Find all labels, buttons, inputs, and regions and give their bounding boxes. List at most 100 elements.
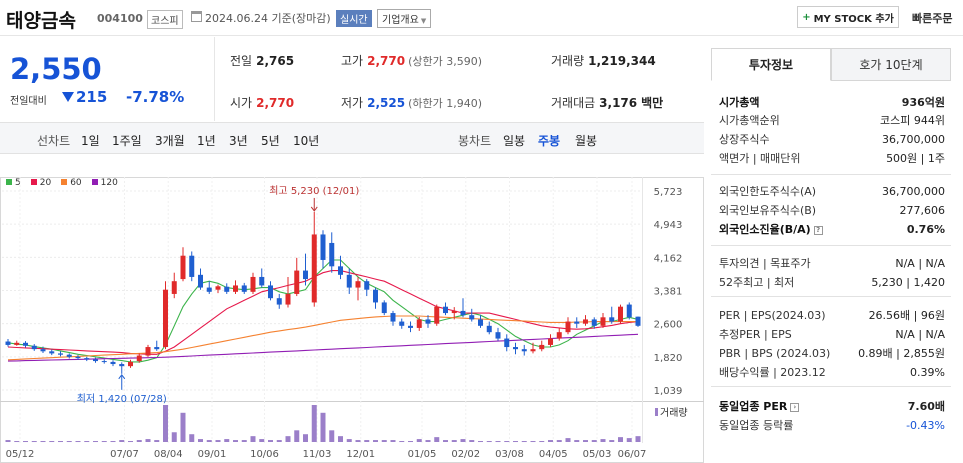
info-label: 배당수익률 | 2023.12 (719, 366, 826, 379)
high-annotation: 최고 5,230 (12/01) (269, 185, 359, 197)
candle-body (486, 325, 492, 333)
candle-body (110, 361, 116, 365)
period-1w[interactable]: 1주일 (112, 134, 142, 148)
info-label: 52주최고 | 최저 (719, 276, 795, 289)
candle-body (40, 349, 46, 352)
volume-bar (84, 441, 90, 443)
help-icon[interactable]: ? (813, 226, 823, 235)
volume-bar (425, 440, 431, 442)
volume-bar (574, 440, 580, 442)
info-row: 시가총액 936억원 (719, 93, 945, 111)
candle-body (565, 321, 571, 333)
panel-divider (711, 174, 951, 175)
info-label: 동일업종 PER › (719, 398, 800, 414)
tab-orderbook-10[interactable]: 호가 10단계 (831, 48, 951, 81)
info-label: 동일업종 등락률 (719, 419, 794, 432)
candle-body (171, 281, 177, 294)
x-tick-label: 05/12 (6, 449, 35, 460)
candle-body (626, 304, 632, 318)
y-tick-label: 4,943 (654, 220, 683, 231)
candle-body (399, 321, 405, 326)
stat-value: 1,219,344 (588, 54, 656, 68)
upper-limit: (상한가 3,590) (408, 55, 482, 68)
candle-daily[interactable]: 일봉 (503, 134, 526, 148)
info-label: 추정PER | EPS (719, 328, 792, 341)
company-overview-dropdown[interactable]: 기업개요 ▼ (377, 9, 432, 28)
volume-bar (635, 436, 641, 442)
volume-bar (434, 437, 440, 442)
info-row: 외국인보유주식수(B) 277,606 (719, 201, 945, 219)
period-10y[interactable]: 10년 (293, 134, 320, 148)
chevron-right-icon[interactable]: › (790, 403, 800, 412)
price-chart[interactable]: 5,723 4,943 4,162 3,381 2,600 1,820 1,039 05/12… (0, 155, 704, 463)
info-row: 동일업종 PER › 7.60배 (719, 397, 945, 415)
tab-investment-info[interactable]: 투자정보 (711, 48, 831, 81)
candle-body (408, 325, 413, 328)
candle-body (635, 316, 641, 326)
info-value: 500원 | 1주 (886, 152, 945, 165)
stat-label: 전일 (230, 54, 253, 68)
stat-label: 거래량 (551, 54, 585, 68)
volume-bar (626, 438, 632, 442)
info-label: 상장주식수 (719, 133, 770, 146)
candle-body (303, 270, 308, 280)
candle-body (451, 310, 457, 314)
candle-weekly[interactable]: 주봉 (538, 134, 561, 148)
info-value: 0.89배 | 2,855원 (858, 347, 945, 360)
period-3y[interactable]: 3년 (229, 134, 248, 148)
add-mystock-button[interactable]: + MY STOCK 추가 (797, 6, 899, 28)
stat-value: 2,525 (367, 96, 406, 110)
volume-bar (530, 441, 536, 443)
info-value: 36,700,000 (882, 184, 945, 198)
legend-ma20: 20 (30, 178, 51, 188)
change-percent: -7.78% (126, 88, 185, 106)
candle-body (93, 359, 98, 362)
info-label: 시가총액 (719, 96, 760, 109)
stock-header: 태양금속 004100 코스피 2024.06.24 기준(장마감) 실시간 기… (0, 0, 963, 36)
volume-bar (233, 440, 238, 442)
candle-body (84, 358, 90, 360)
info-label: 외국인보유주식수(B) (719, 204, 817, 217)
company-overview-label: 기업개요 (382, 15, 419, 26)
candle-body (329, 242, 335, 267)
candle-body (618, 306, 623, 322)
volume-bar (469, 440, 475, 442)
info-value: 277,606 (899, 203, 946, 217)
volume-bar (31, 441, 37, 443)
candle-body (5, 341, 11, 345)
info-label: 외국인한도주식수(A) (719, 185, 817, 198)
candle-body (163, 289, 168, 348)
volume-bar (75, 441, 81, 443)
quick-order-link[interactable]: 빠른주문 (912, 12, 953, 25)
legend-label: 5 (15, 178, 21, 188)
info-value: 5,230 | 1,420 (871, 275, 945, 289)
candle-monthly[interactable]: 월봉 (575, 134, 598, 148)
candle-body (180, 255, 186, 280)
volume-bar (521, 441, 527, 443)
info-value: 936억원 (901, 96, 945, 109)
candle-body (364, 281, 370, 290)
info-value: N/A | N/A (895, 327, 945, 341)
candle-body (591, 319, 597, 326)
candle-body (373, 289, 378, 303)
stat-amount: 거래대금 3,176 백만 (551, 94, 663, 111)
candle-body (609, 317, 615, 322)
period-1y[interactable]: 1년 (197, 134, 216, 148)
x-tick-label: 06/07 (618, 449, 647, 460)
candle-body (381, 302, 387, 314)
volume-bar (329, 430, 335, 442)
volume-bar (189, 434, 195, 442)
change-value: 215 (76, 88, 108, 106)
volume-bar (303, 434, 308, 442)
period-5y[interactable]: 5년 (261, 134, 280, 148)
period-1d[interactable]: 1일 (81, 134, 100, 148)
info-label: PER | EPS(2024.03) (719, 308, 826, 322)
x-tick-label: 08/04 (154, 449, 183, 460)
candle-body (539, 344, 545, 350)
period-3m[interactable]: 3개월 (155, 134, 185, 148)
candle-body (460, 310, 466, 316)
info-value: 0.39% (910, 365, 945, 379)
realtime-button[interactable]: 실시간 (336, 10, 372, 27)
volume-bar (346, 439, 352, 442)
candle-body (259, 276, 265, 286)
